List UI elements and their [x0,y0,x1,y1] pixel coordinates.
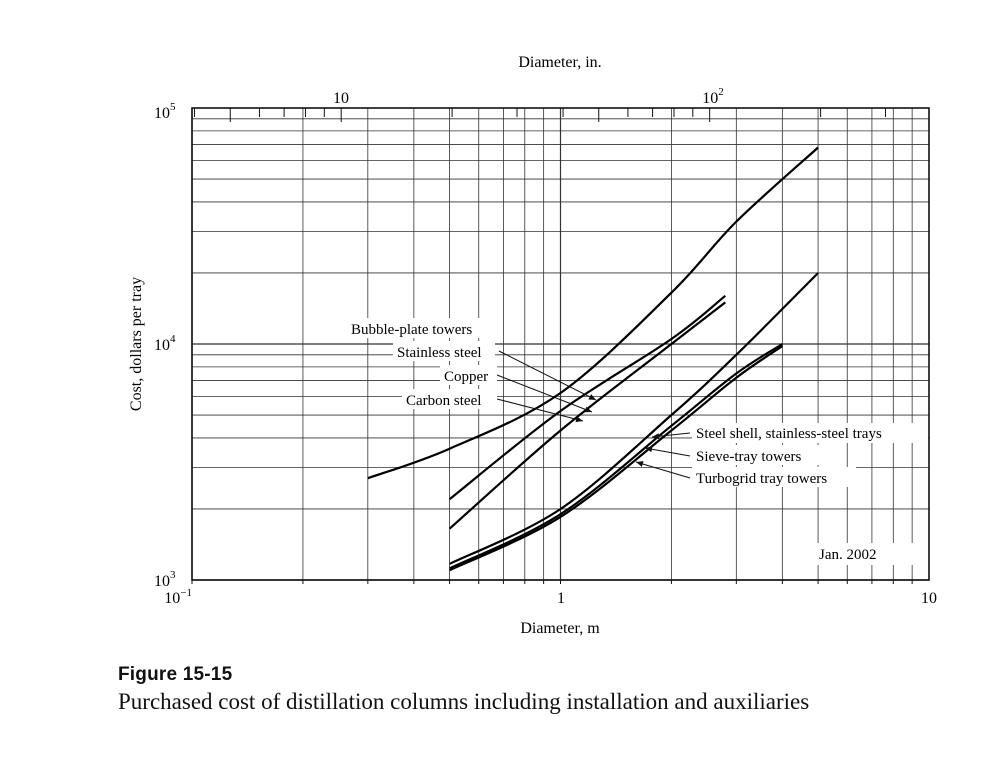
annotation-bubble-plate: Bubble-plate towers [351,322,472,338]
bottom-tick-label: 10 [921,590,937,607]
bottom-tick-label: 10−1 [164,587,192,607]
leaders [496,350,691,479]
annotation-turbogrid: Turbogrid tray towers [696,471,827,487]
left-tick-label: 104 [154,333,176,354]
top-minor-ticks [194,108,887,122]
series-line [448,301,726,530]
figure-title: Figure 15-15 [118,664,233,685]
leader-arrowhead [652,433,660,440]
annotation-steel-shell: Steel shell, stainless-steel trays [696,426,882,442]
series-group [367,146,819,572]
annotation-carbon-steel: Carbon steel [406,393,481,409]
chart: Diameter, in. Diameter, m Cost, dollars … [128,54,937,637]
leader-line [496,398,584,422]
leader-line [635,461,691,479]
top-tick-label: 10 [333,90,349,107]
annotation-copper: Copper [444,369,488,385]
leader-arrowhead [584,406,592,413]
leader-arrowhead [645,446,653,453]
leader-arrowhead [588,394,596,400]
series-line [449,345,784,572]
leader-line [644,447,691,457]
leader-arrowhead [575,416,583,423]
bottom-tick-label: 1 [557,590,565,607]
top-axis-title: Diameter, in. [518,54,601,71]
annotation-date: Jan. 2002 [819,547,877,563]
left-tick-label: 103 [154,569,176,590]
series-line [367,146,819,480]
series-line [449,272,819,565]
series-line [448,294,726,501]
annotation-sieve-tray: Sieve-tray towers [696,449,802,465]
series-line [449,343,783,570]
top-tick-label: 102 [702,86,724,107]
leader-line [496,374,593,413]
y-axis-title: Cost, dollars per tray [128,277,145,411]
figure-caption: Purchased cost of distillation columns i… [118,689,810,714]
x-axis-title: Diameter, m [520,620,600,637]
leader-arrowhead [636,461,644,467]
annotation-stainless-steel: Stainless steel [397,345,482,361]
bottom-minor-ticks [191,580,913,584]
left-tick-label: 105 [154,101,176,122]
leader-line [498,350,597,401]
